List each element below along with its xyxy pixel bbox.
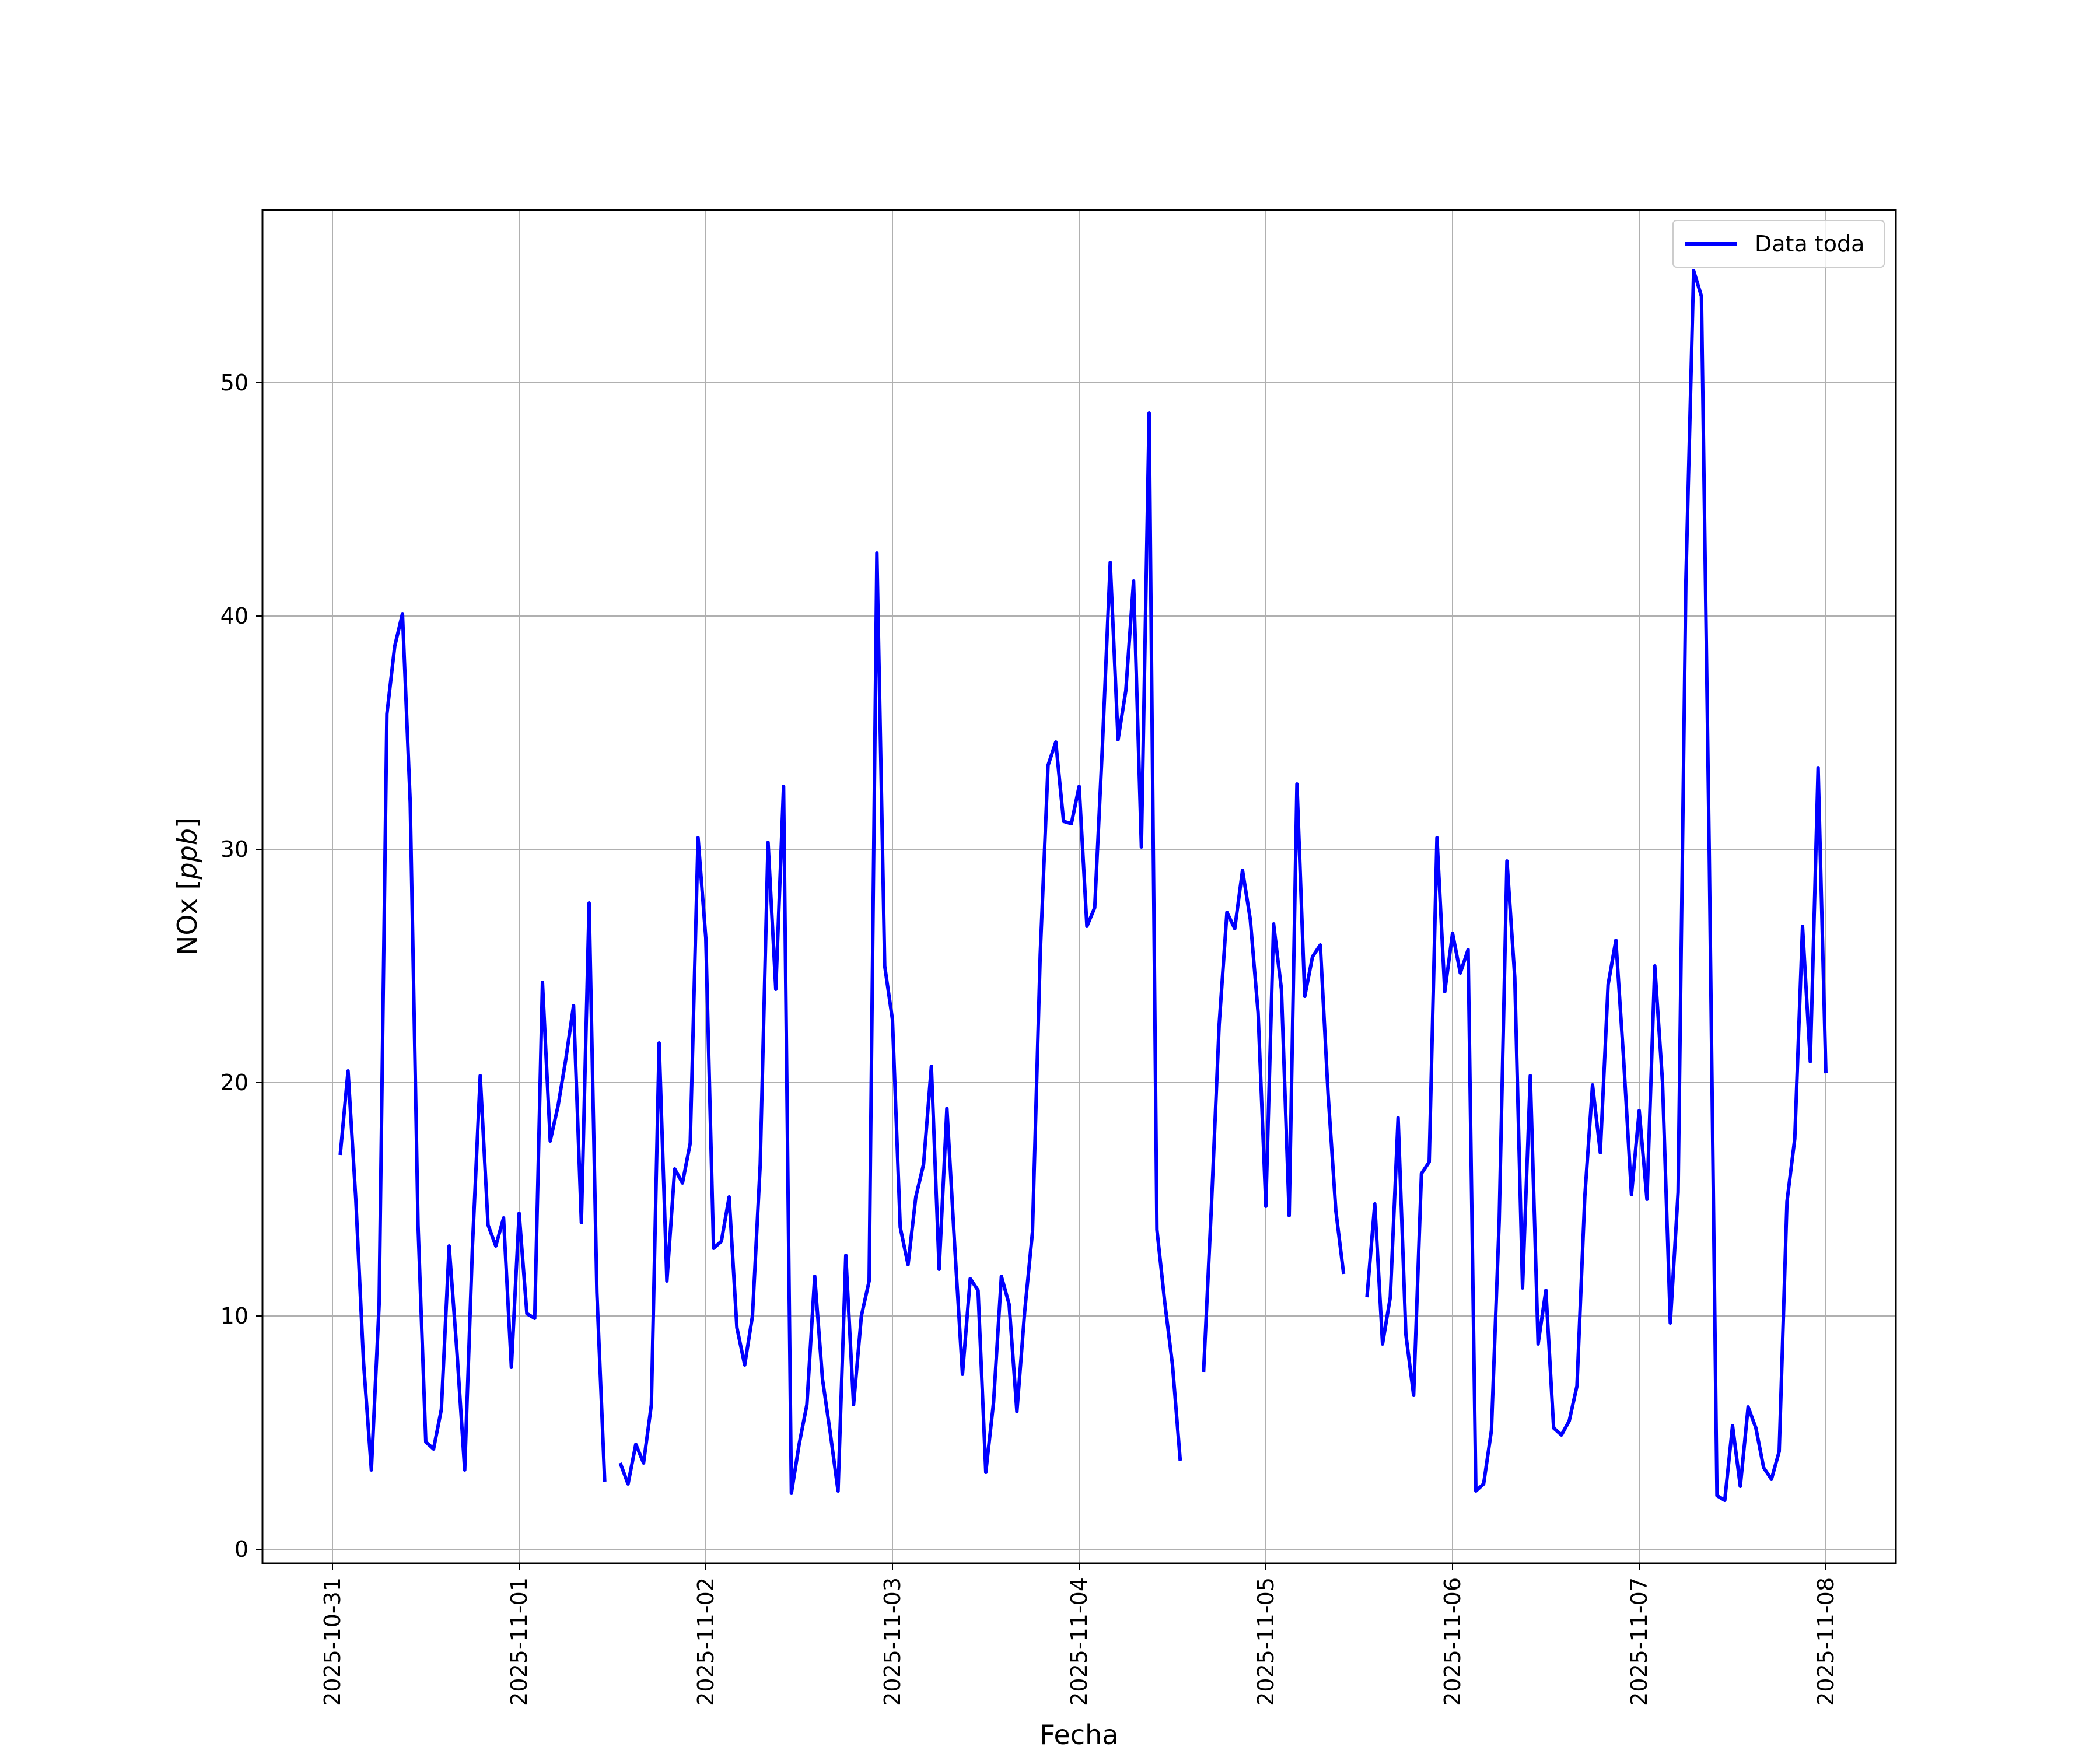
y-tick-label: 20 bbox=[220, 1070, 249, 1096]
series-line-segment-1 bbox=[338, 612, 607, 1482]
grid-lines bbox=[262, 210, 1896, 1563]
x-tick-label: 2025-11-08 bbox=[1813, 1577, 1839, 1706]
y-tick-label: 30 bbox=[220, 836, 249, 862]
x-tick-label: 2025-11-02 bbox=[693, 1577, 719, 1706]
y-tick-label: 40 bbox=[220, 603, 249, 629]
x-tick-label: 2025-11-04 bbox=[1066, 1577, 1092, 1706]
x-tick-label: 2025-11-01 bbox=[506, 1577, 532, 1706]
y-tick-label: 50 bbox=[220, 370, 249, 396]
x-tick-label: 2025-11-06 bbox=[1440, 1577, 1465, 1706]
series-line-segment-3 bbox=[1202, 782, 1346, 1373]
x-tick-label: 2025-11-05 bbox=[1253, 1577, 1279, 1706]
y-tick-label: 0 bbox=[235, 1536, 249, 1562]
x-tick-label: 2025-11-07 bbox=[1626, 1577, 1652, 1706]
x-axis-title: Fecha bbox=[1040, 1719, 1119, 1750]
legend: Data toda bbox=[1672, 220, 1885, 268]
y-axis-title: NOx [ppb] bbox=[172, 818, 203, 956]
series-layer bbox=[338, 269, 1828, 1502]
tick-layer: 0 10 20 30 40 50 2025-10-31 2025-11-01 2025-11-0… bbox=[220, 370, 1839, 1706]
series-line-segment-4 bbox=[1365, 269, 1828, 1502]
legend-box bbox=[1672, 220, 1885, 268]
x-tick-label: 2025-10-31 bbox=[320, 1577, 345, 1706]
legend-label-data-toda: Data toda bbox=[1755, 231, 1864, 257]
x-tick-label: 2025-11-03 bbox=[880, 1577, 905, 1706]
series-line-segment-2 bbox=[618, 411, 1182, 1495]
y-tick-label: 10 bbox=[220, 1303, 249, 1329]
